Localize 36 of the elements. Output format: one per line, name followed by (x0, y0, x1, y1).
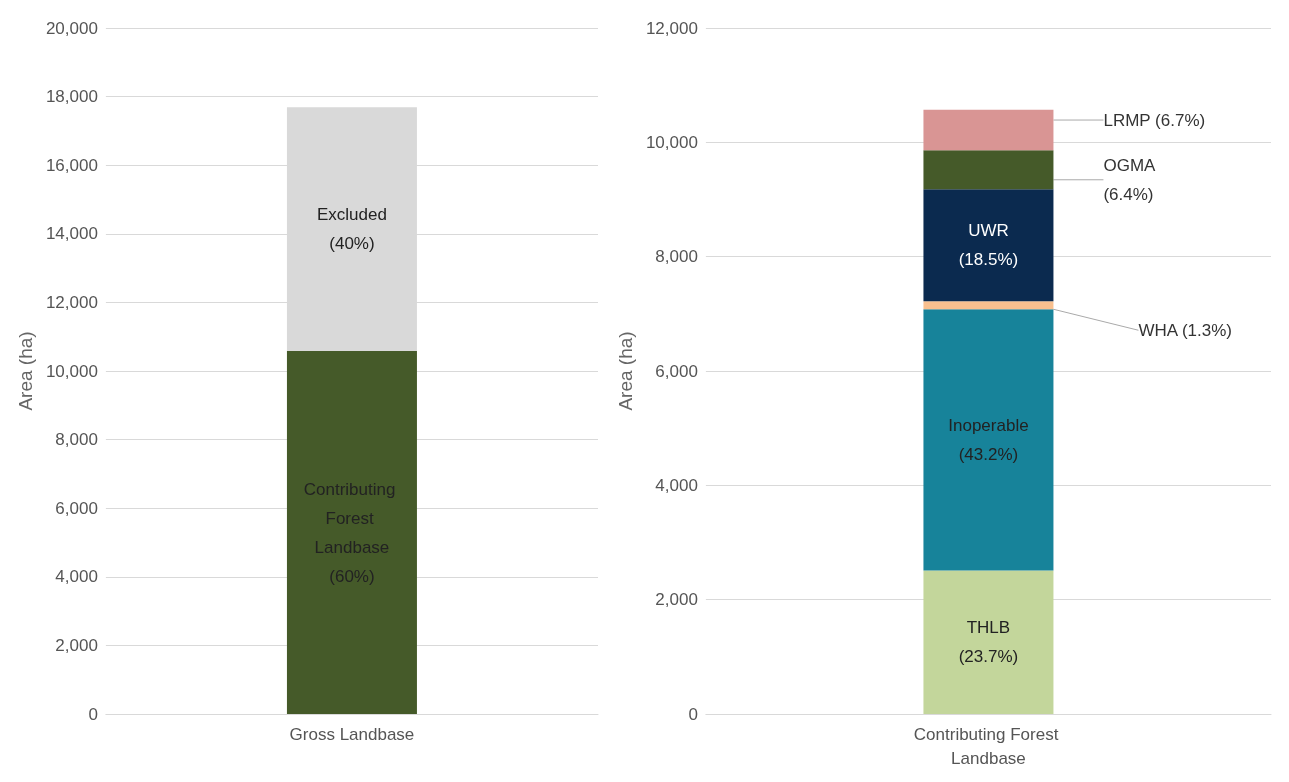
y-tick-label: 8,000 (55, 430, 98, 450)
y-tick-label: 14,000 (45, 224, 98, 244)
y-tick-label: 10,000 (645, 132, 698, 152)
y-tick-label: 8,000 (655, 247, 698, 267)
y-tick-label: 16,000 (45, 155, 98, 175)
y-tick-label: 20,000 (45, 18, 98, 38)
text: LRMP (6.7%) (1103, 110, 1206, 130)
bar (923, 570, 1054, 714)
bar (923, 189, 1054, 302)
y-tick-label: 4,000 (655, 475, 698, 495)
series-label: THLB (23.7%) (958, 618, 1019, 667)
y-tick-label: 6,000 (55, 498, 98, 518)
y-tick-label: 4,000 (55, 567, 98, 587)
series-label: UWR (18.5%) (958, 221, 1019, 270)
y-axis-title: Area (ha) (615, 331, 636, 411)
text: WHA (1.3%) (1138, 320, 1232, 340)
series-label: Excluded (40%) (316, 205, 387, 254)
series-label: Contributing Forest Landbase (60%) (303, 479, 401, 586)
text: OGMA (6.4%) (1103, 155, 1157, 204)
bar (923, 150, 1054, 190)
bar (923, 301, 1054, 310)
y-tick-label: 12,000 (645, 18, 698, 38)
x-tick-label: Gross Landbase (289, 724, 415, 744)
series-label: Inoperable (43.2%) (948, 415, 1029, 464)
x-tick-label: Contributing Forest Landbase (913, 724, 1064, 768)
y-tick-label: 12,000 (45, 292, 98, 312)
y-tick-label: 0 (688, 704, 698, 724)
y-tick-label: 6,000 (655, 361, 698, 381)
bar (923, 109, 1054, 151)
y-axis-title: Area (ha) (15, 331, 36, 411)
y-tick-label: 0 (88, 704, 98, 724)
y-tick-label: 2,000 (655, 590, 698, 610)
y-tick-label: 18,000 (45, 87, 98, 107)
y-tick-label: 2,000 (55, 635, 98, 655)
bar (923, 309, 1054, 571)
y-tick-label: 10,000 (45, 361, 98, 381)
